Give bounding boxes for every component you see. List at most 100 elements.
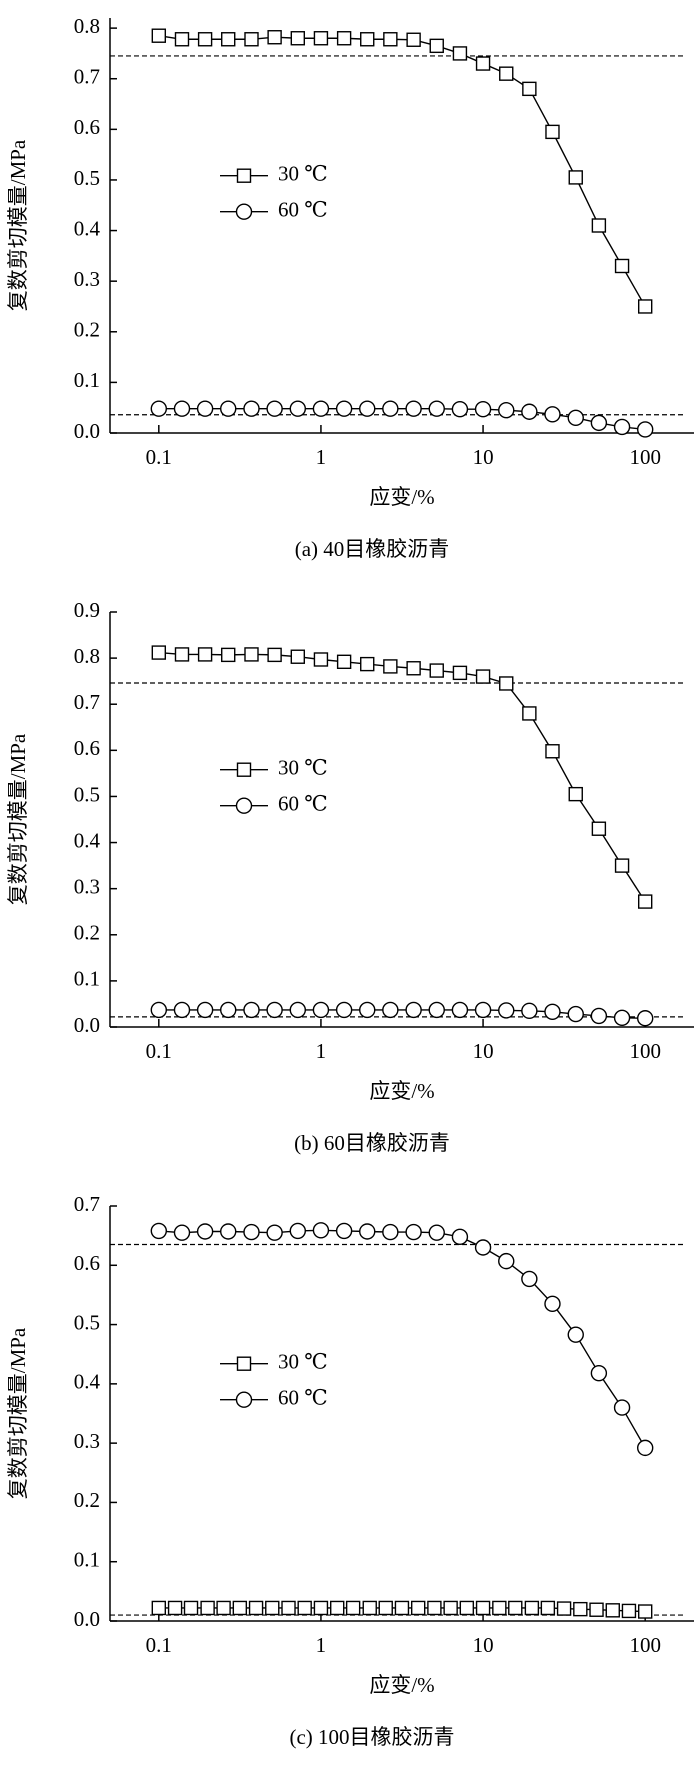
y-axis-label: 复数剪切模量/MPa	[6, 733, 30, 905]
series-line	[158, 1229, 646, 1449]
marker	[312, 1001, 330, 1019]
marker	[613, 418, 631, 436]
y-tick-label: 0.4	[74, 216, 101, 240]
marker	[382, 1001, 399, 1019]
marker	[405, 400, 422, 417]
chart: 0.0 0.1 0.2 0.3 0.4 0.5 0.6 0.7 0.8 0.1 1 10 100 应变/%…	[6, 14, 694, 561]
x-tick-label: 0.1	[146, 1039, 172, 1063]
marker	[174, 647, 190, 662]
marker	[220, 1001, 237, 1019]
marker	[410, 1600, 426, 1616]
marker	[427, 1600, 442, 1616]
marker	[360, 656, 375, 672]
y-tick-label: 0.4	[74, 1370, 101, 1394]
y-tick-label: 0.2	[74, 318, 100, 342]
marker	[429, 38, 444, 54]
series-line	[158, 408, 646, 431]
marker	[451, 401, 469, 418]
marker	[590, 1364, 608, 1382]
marker	[556, 1601, 572, 1616]
marker	[220, 1223, 237, 1240]
legend-label: 30 ℃	[278, 1350, 328, 1374]
marker	[452, 665, 468, 681]
y-tick-label: 0.5	[74, 1310, 100, 1334]
marker	[174, 32, 190, 47]
y-tick-label: 0.0	[74, 419, 100, 443]
marker	[591, 821, 607, 836]
y-tick-label: 0.0	[74, 1607, 100, 1631]
marker	[235, 1391, 253, 1408]
marker	[521, 1002, 538, 1020]
marker	[173, 400, 191, 417]
marker	[151, 28, 167, 43]
x-tick-label: 1	[316, 1633, 327, 1657]
x-axis-label: 应变/%	[369, 485, 434, 509]
marker	[335, 400, 353, 417]
legend-label: 30 ℃	[278, 162, 328, 186]
marker	[267, 647, 282, 663]
marker	[605, 1603, 620, 1618]
marker	[359, 1001, 376, 1019]
legend-label: 60 ℃	[278, 792, 328, 816]
marker	[382, 1223, 399, 1241]
caption: (c) 100目橡胶沥青	[289, 1725, 454, 1749]
marker	[336, 31, 352, 46]
marker	[428, 400, 445, 417]
marker	[522, 706, 537, 721]
marker	[150, 400, 168, 417]
y-tick-label: 0.7	[74, 65, 100, 89]
marker	[637, 894, 653, 909]
marker	[359, 1223, 376, 1240]
marker	[150, 1222, 168, 1240]
marker	[508, 1600, 523, 1616]
marker	[173, 1001, 191, 1019]
marker	[429, 663, 444, 678]
marker	[151, 645, 167, 660]
marker	[636, 421, 654, 438]
marker	[290, 31, 306, 46]
series-line	[158, 35, 646, 307]
y-tick-label: 0.8	[74, 14, 100, 38]
legend-label: 60 ℃	[278, 198, 328, 222]
marker	[313, 1600, 329, 1616]
marker	[150, 1001, 168, 1019]
marker	[544, 1003, 561, 1020]
marker	[406, 661, 421, 676]
y-tick-label: 0.1	[74, 967, 100, 991]
marker	[362, 1600, 377, 1616]
y-tick-label: 0.6	[74, 1251, 100, 1275]
marker	[637, 299, 653, 314]
y-tick-label: 0.9	[74, 598, 100, 622]
y-tick-label: 0.7	[74, 1192, 100, 1216]
x-tick-label: 100	[629, 445, 661, 469]
marker	[636, 1010, 654, 1027]
marker	[499, 66, 514, 81]
series-line	[158, 1009, 646, 1019]
marker	[297, 1600, 312, 1616]
marker	[335, 1222, 353, 1240]
marker	[492, 1600, 507, 1616]
marker	[590, 1007, 608, 1025]
marker	[281, 1600, 296, 1616]
marker	[243, 1223, 260, 1241]
x-tick-label: 10	[473, 1633, 494, 1657]
y-tick-label: 0.2	[74, 1488, 100, 1512]
marker	[459, 1600, 475, 1616]
marker	[244, 32, 259, 47]
x-tick-label: 100	[629, 1039, 661, 1063]
x-tick-label: 10	[473, 1039, 494, 1063]
marker	[266, 1001, 283, 1019]
marker	[614, 258, 630, 274]
caption: (b) 60目橡胶沥青	[294, 1131, 450, 1155]
marker	[383, 32, 398, 47]
y-tick-label: 0.7	[74, 690, 100, 714]
marker	[474, 1239, 492, 1256]
marker	[428, 1001, 445, 1019]
marker	[545, 744, 560, 759]
marker	[173, 1224, 191, 1241]
marker	[406, 32, 421, 47]
marker	[167, 1600, 183, 1616]
marker	[313, 652, 329, 667]
